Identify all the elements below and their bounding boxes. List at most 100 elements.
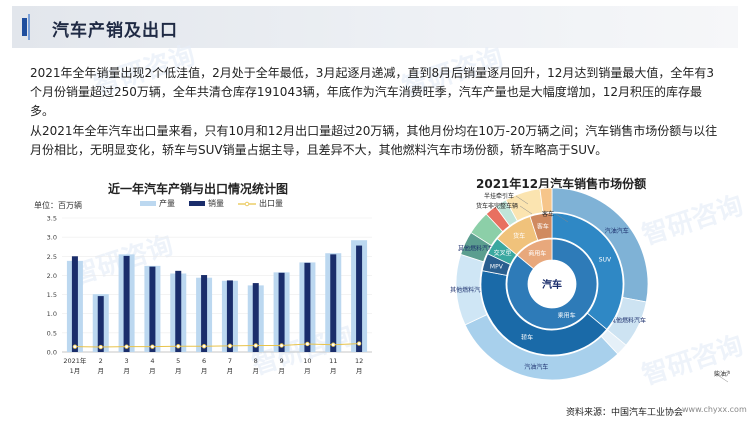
x-tick-label: 月 bbox=[278, 367, 285, 375]
export-point bbox=[279, 343, 284, 348]
export-point bbox=[150, 344, 155, 349]
callout-leader bbox=[555, 213, 569, 223]
middle-ring-segment bbox=[529, 212, 553, 241]
callout-leader bbox=[715, 373, 729, 383]
header-accent-line bbox=[28, 14, 30, 40]
bar-chart-legend: 产量 销量 出口量 bbox=[140, 198, 283, 209]
x-tick-label: 月 bbox=[98, 367, 105, 375]
bar-sales bbox=[71, 256, 78, 352]
y-tick-label: 1.5 bbox=[47, 291, 57, 299]
x-tick-label: 1月 bbox=[70, 367, 81, 375]
export-point bbox=[124, 344, 129, 349]
bar-sales bbox=[226, 280, 233, 352]
legend-item-export: 出口量 bbox=[238, 198, 283, 209]
export-point bbox=[98, 344, 103, 350]
outer-ring-segment-label: 汽油汽车 bbox=[605, 227, 629, 235]
bar-sales bbox=[175, 270, 182, 352]
export-point bbox=[331, 342, 336, 347]
callout-label: 柴油汽车 bbox=[714, 370, 730, 378]
outer-ring-segment bbox=[539, 188, 553, 214]
y-tick-label: 0.0 bbox=[47, 349, 57, 357]
summary-paragraph-2: 从2021年全年汽车出口量来看，只有10月和12月出口量超过20万辆，其他月份均… bbox=[30, 124, 718, 157]
header-accent-bar bbox=[22, 18, 27, 36]
legend-label: 出口量 bbox=[259, 199, 283, 208]
bar-sales bbox=[149, 266, 156, 352]
legend-swatch bbox=[140, 201, 156, 206]
x-tick-label: 月 bbox=[175, 367, 182, 375]
summary-paragraph-1: 2021年全年销量出现2个低洼值，2月处于全年最低，3月起逐月递减，直到8月后销… bbox=[30, 66, 714, 118]
legend-swatch bbox=[238, 201, 256, 206]
x-tick-label: 9 bbox=[280, 357, 284, 365]
export-line bbox=[74, 343, 360, 348]
export-point bbox=[253, 343, 258, 348]
x-tick-label: 11 bbox=[329, 357, 337, 365]
outer-ring-segment-label: 其他燃料汽车 bbox=[610, 316, 646, 324]
outer-ring-segment-label: 汽油汽车 bbox=[524, 363, 548, 371]
export-point bbox=[176, 344, 181, 349]
callout-label: 半挂牵引车 bbox=[484, 192, 514, 200]
x-tick-label: 2 bbox=[99, 357, 103, 365]
export-point bbox=[305, 341, 310, 347]
callout-label: 客车 bbox=[542, 210, 554, 218]
x-tick-label: 3 bbox=[125, 357, 129, 365]
bar-chart-title: 近一年汽车产销与出口情况统计图 bbox=[108, 182, 289, 196]
x-tick-label: 月 bbox=[304, 367, 311, 375]
site-url: www.chyxx.com bbox=[682, 405, 747, 414]
x-tick-label: 12 bbox=[355, 357, 363, 365]
legend-label: 产量 bbox=[159, 199, 175, 208]
export-point bbox=[201, 344, 207, 349]
bar-sales bbox=[97, 296, 104, 352]
inner-ring-segment bbox=[516, 238, 553, 270]
bar-chart: 0.0 0.5 1.0 1.5 2.0 2.5 3.0 3.5 2021年 1月 2 月 3 月 4 月 5 月 6… bbox=[47, 215, 372, 375]
x-tick-label: 月 bbox=[330, 367, 337, 375]
x-tick-label: 4 bbox=[150, 357, 154, 365]
inner-ring-segment-label: 乘用车 bbox=[558, 312, 576, 320]
section-header: 汽车产销及出口 bbox=[12, 6, 738, 48]
x-tick-label: 10 bbox=[303, 357, 311, 365]
callout-label: 货车非完整车辆 bbox=[476, 202, 518, 210]
export-point bbox=[227, 343, 233, 349]
x-tick-label: 月 bbox=[201, 367, 208, 375]
bar-chart-unit: 单位：百万辆 bbox=[34, 201, 82, 210]
page-title: 汽车产销及出口 bbox=[52, 21, 178, 41]
x-tick-label: 5 bbox=[176, 357, 180, 365]
inner-ring-segment bbox=[506, 238, 598, 330]
bar-sales bbox=[330, 254, 337, 352]
x-tick-label: 7 bbox=[228, 357, 232, 365]
callout-leader bbox=[519, 205, 533, 215]
bar-sales bbox=[278, 272, 285, 352]
x-tick-label: 月 bbox=[253, 367, 260, 375]
x-tick-label: 月 bbox=[149, 367, 156, 375]
middle-ring-segment-label: SUV bbox=[599, 257, 612, 264]
center-hole bbox=[529, 261, 575, 307]
middle-ring-segment bbox=[480, 270, 608, 356]
bar-sales bbox=[123, 255, 130, 352]
x-tick-label: 月 bbox=[227, 367, 234, 375]
outer-ring-segment-label: 其他燃料汽车 bbox=[458, 245, 494, 253]
center-label: 汽车 bbox=[542, 278, 562, 291]
bar-sales bbox=[304, 262, 311, 352]
export-point bbox=[72, 344, 78, 349]
pie-chart: 汽油汽车其他燃料汽车汽油汽车其他燃料汽车其他燃料汽车SUV轿车MPV交叉型货车客… bbox=[450, 188, 730, 383]
y-tick-label: 0.5 bbox=[47, 329, 57, 337]
x-tick-label: 6 bbox=[202, 357, 206, 365]
legend-swatch bbox=[189, 201, 205, 206]
bar-sales bbox=[201, 275, 208, 352]
outer-ring-segment-label: 其他燃料汽车 bbox=[450, 286, 486, 294]
legend-label: 销量 bbox=[208, 199, 224, 208]
source-note: 资料来源：中国汽车工业协会 bbox=[566, 408, 684, 418]
legend-item-sales: 销量 bbox=[189, 198, 224, 209]
bar-sales bbox=[356, 245, 363, 352]
x-tick-label: 2021年 bbox=[63, 356, 87, 365]
middle-ring-segment-label: 交叉型 bbox=[494, 249, 512, 257]
x-tick-label: 月 bbox=[123, 367, 130, 375]
middle-ring-segment-label: 轿车 bbox=[521, 333, 533, 341]
pie-chart-title: 2021年12月汽车销售市场份额 bbox=[476, 177, 647, 191]
inner-ring-segment-label: 商用车 bbox=[528, 249, 546, 257]
bar-sales bbox=[252, 283, 259, 352]
middle-ring-segment-label: 货车 bbox=[513, 232, 525, 240]
y-tick-label: 2.5 bbox=[47, 253, 57, 261]
legend-item-production: 产量 bbox=[140, 198, 175, 209]
y-tick-label: 3.5 bbox=[47, 215, 57, 223]
middle-ring-segment-label: 客车 bbox=[537, 223, 549, 231]
